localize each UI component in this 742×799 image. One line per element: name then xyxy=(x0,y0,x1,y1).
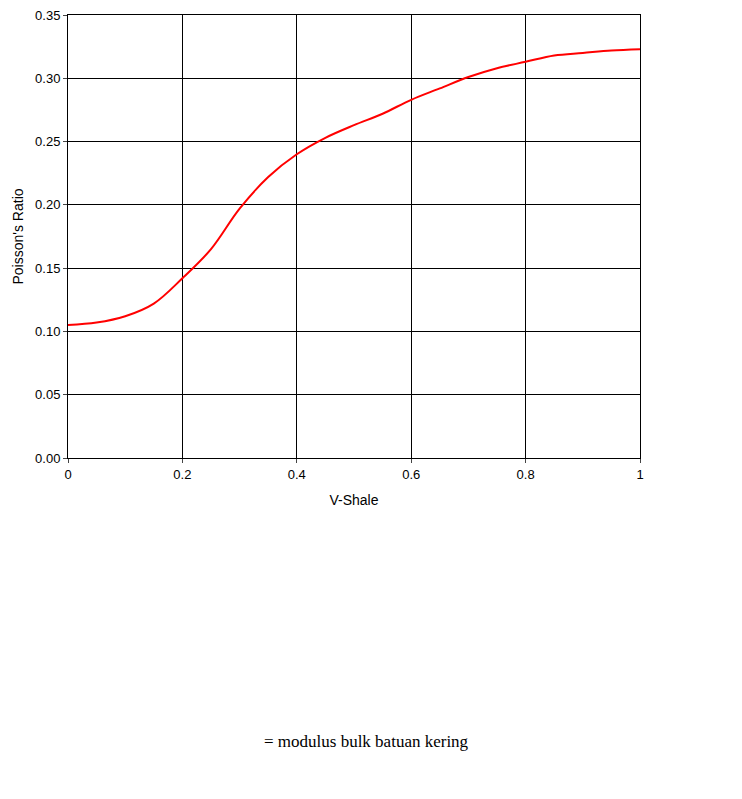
svg-text:0.20: 0.20 xyxy=(35,197,60,212)
svg-text:0.00: 0.00 xyxy=(35,451,60,466)
svg-text:0.4: 0.4 xyxy=(288,467,306,482)
svg-text:= modulus bulk batuan kering: = modulus bulk batuan kering xyxy=(264,732,469,751)
svg-text:0.05: 0.05 xyxy=(35,387,60,402)
svg-text:0.25: 0.25 xyxy=(35,134,60,149)
svg-text:Poisson's Ratio: Poisson's Ratio xyxy=(10,188,26,284)
svg-text:0.35: 0.35 xyxy=(35,8,60,23)
svg-text:1: 1 xyxy=(636,467,643,482)
svg-text:V-Shale: V-Shale xyxy=(329,492,378,508)
svg-text:0.10: 0.10 xyxy=(35,324,60,339)
svg-text:0.6: 0.6 xyxy=(402,467,420,482)
svg-text:0: 0 xyxy=(64,467,71,482)
svg-text:0.15: 0.15 xyxy=(35,261,60,276)
svg-text:0.30: 0.30 xyxy=(35,71,60,86)
svg-text:0.2: 0.2 xyxy=(173,467,191,482)
svg-text:0.8: 0.8 xyxy=(517,467,535,482)
